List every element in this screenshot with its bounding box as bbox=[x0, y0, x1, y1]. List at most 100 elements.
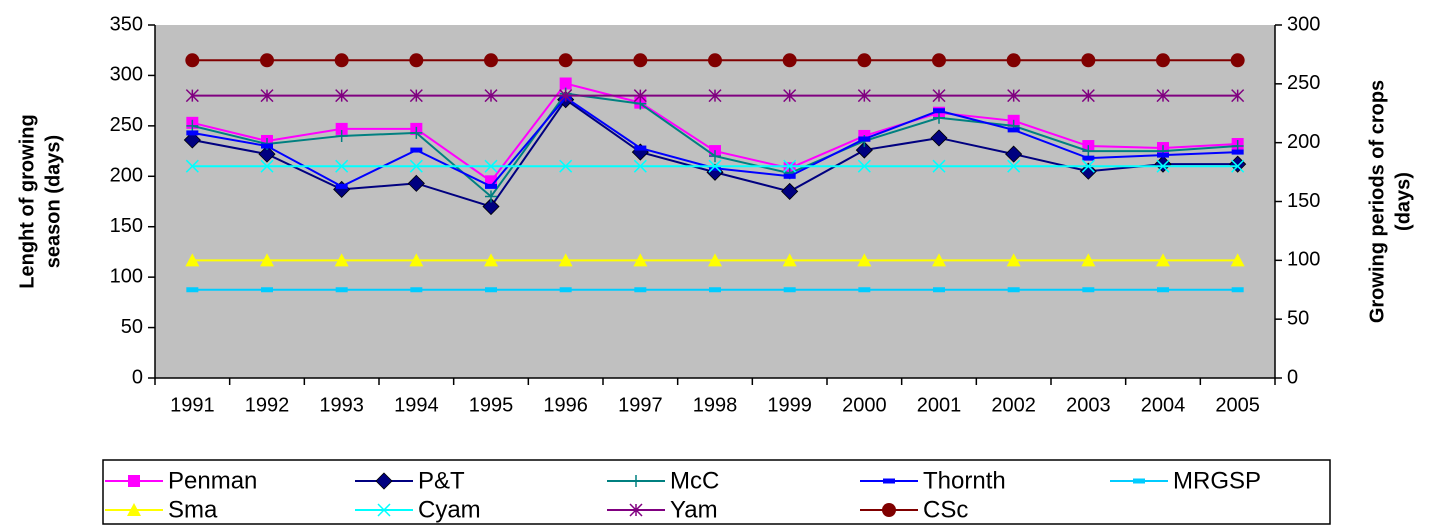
legend-marker bbox=[128, 475, 140, 487]
marker bbox=[185, 53, 200, 68]
marker bbox=[1007, 159, 1021, 173]
legend-label: P&T bbox=[418, 467, 465, 494]
marker bbox=[260, 253, 274, 267]
marker bbox=[708, 159, 722, 173]
marker bbox=[1157, 152, 1169, 158]
legend-marker bbox=[883, 478, 895, 484]
marker bbox=[633, 253, 648, 267]
x-tick-label: 1999 bbox=[767, 394, 812, 416]
marker bbox=[783, 287, 796, 293]
marker bbox=[559, 77, 572, 90]
x-tick-label: 2001 bbox=[917, 394, 962, 416]
marker bbox=[1079, 162, 1097, 180]
y2-tick-label: 300 bbox=[1287, 13, 1320, 35]
marker bbox=[1006, 53, 1021, 68]
y-axis-title: Lenght of growing bbox=[16, 114, 38, 288]
marker bbox=[782, 253, 797, 267]
marker bbox=[781, 182, 799, 200]
marker bbox=[1007, 89, 1021, 103]
marker bbox=[1081, 89, 1095, 103]
y-tick-label: 150 bbox=[110, 215, 143, 237]
marker bbox=[484, 253, 498, 267]
marker bbox=[782, 53, 797, 68]
legend-marker bbox=[629, 503, 643, 517]
marker bbox=[1231, 287, 1244, 293]
marker bbox=[1231, 149, 1244, 155]
marker bbox=[1007, 287, 1020, 293]
marker bbox=[858, 136, 871, 142]
marker bbox=[1231, 159, 1245, 173]
marker bbox=[1230, 53, 1245, 68]
marker bbox=[484, 89, 498, 103]
marker bbox=[410, 147, 423, 153]
marker bbox=[409, 253, 424, 267]
marker bbox=[485, 287, 497, 293]
marker bbox=[933, 287, 945, 293]
y2-tick-label: 250 bbox=[1287, 72, 1320, 94]
y2-tick-label: 200 bbox=[1287, 131, 1320, 153]
marker bbox=[1156, 89, 1170, 103]
legend-marker bbox=[375, 472, 393, 490]
marker bbox=[185, 253, 200, 267]
legend-label: Yam bbox=[670, 496, 718, 523]
marker bbox=[1156, 253, 1170, 267]
x-tick-label: 1992 bbox=[245, 394, 290, 416]
marker bbox=[185, 89, 199, 103]
y2-tick-label: 100 bbox=[1287, 249, 1320, 271]
marker bbox=[857, 159, 871, 173]
marker bbox=[1005, 145, 1023, 163]
marker bbox=[260, 159, 274, 173]
marker bbox=[932, 53, 946, 68]
marker bbox=[858, 287, 871, 293]
marker bbox=[933, 108, 945, 114]
marker bbox=[857, 253, 872, 267]
marker bbox=[932, 159, 946, 173]
y-tick-label: 300 bbox=[110, 64, 143, 86]
marker bbox=[558, 53, 573, 68]
legend-label: Penman bbox=[168, 467, 257, 494]
legend-label: MRGSP bbox=[1173, 467, 1261, 494]
marker bbox=[485, 183, 497, 189]
marker bbox=[633, 53, 648, 68]
marker bbox=[708, 89, 722, 103]
x-tick-label: 1993 bbox=[319, 394, 364, 416]
marker bbox=[1007, 127, 1020, 133]
legend bbox=[102, 459, 1331, 525]
marker bbox=[260, 53, 274, 68]
marker bbox=[335, 89, 349, 103]
legend-label: Cyam bbox=[418, 496, 481, 523]
marker bbox=[261, 287, 273, 293]
x-tick-label: 1995 bbox=[469, 394, 514, 416]
x-tick-label: 2004 bbox=[1141, 394, 1186, 416]
marker bbox=[1081, 53, 1096, 68]
x-tick-label: 2005 bbox=[1215, 394, 1260, 416]
marker bbox=[335, 287, 348, 293]
plot-area bbox=[155, 25, 1275, 378]
y-tick-label: 0 bbox=[132, 366, 143, 388]
marker bbox=[335, 159, 349, 173]
legend-marker bbox=[127, 503, 141, 516]
marker bbox=[559, 159, 573, 173]
marker bbox=[1081, 159, 1095, 173]
marker bbox=[708, 253, 722, 267]
y2-axis-title: (days) bbox=[1392, 172, 1414, 231]
marker bbox=[1082, 287, 1095, 293]
x-tick-label: 1998 bbox=[693, 394, 738, 416]
legend-marker bbox=[630, 475, 642, 487]
y-tick-label: 200 bbox=[110, 165, 143, 187]
marker bbox=[485, 190, 497, 203]
marker bbox=[783, 89, 797, 103]
marker bbox=[932, 253, 946, 267]
marker bbox=[185, 159, 199, 173]
marker bbox=[930, 129, 948, 147]
y-tick-label: 50 bbox=[121, 316, 143, 338]
marker bbox=[260, 89, 274, 103]
x-tick-label: 1991 bbox=[170, 394, 215, 416]
marker bbox=[407, 174, 425, 192]
marker bbox=[933, 111, 945, 124]
marker bbox=[634, 287, 647, 293]
marker bbox=[186, 119, 199, 132]
marker bbox=[1156, 159, 1170, 173]
marker bbox=[709, 150, 721, 163]
marker bbox=[1156, 53, 1170, 68]
